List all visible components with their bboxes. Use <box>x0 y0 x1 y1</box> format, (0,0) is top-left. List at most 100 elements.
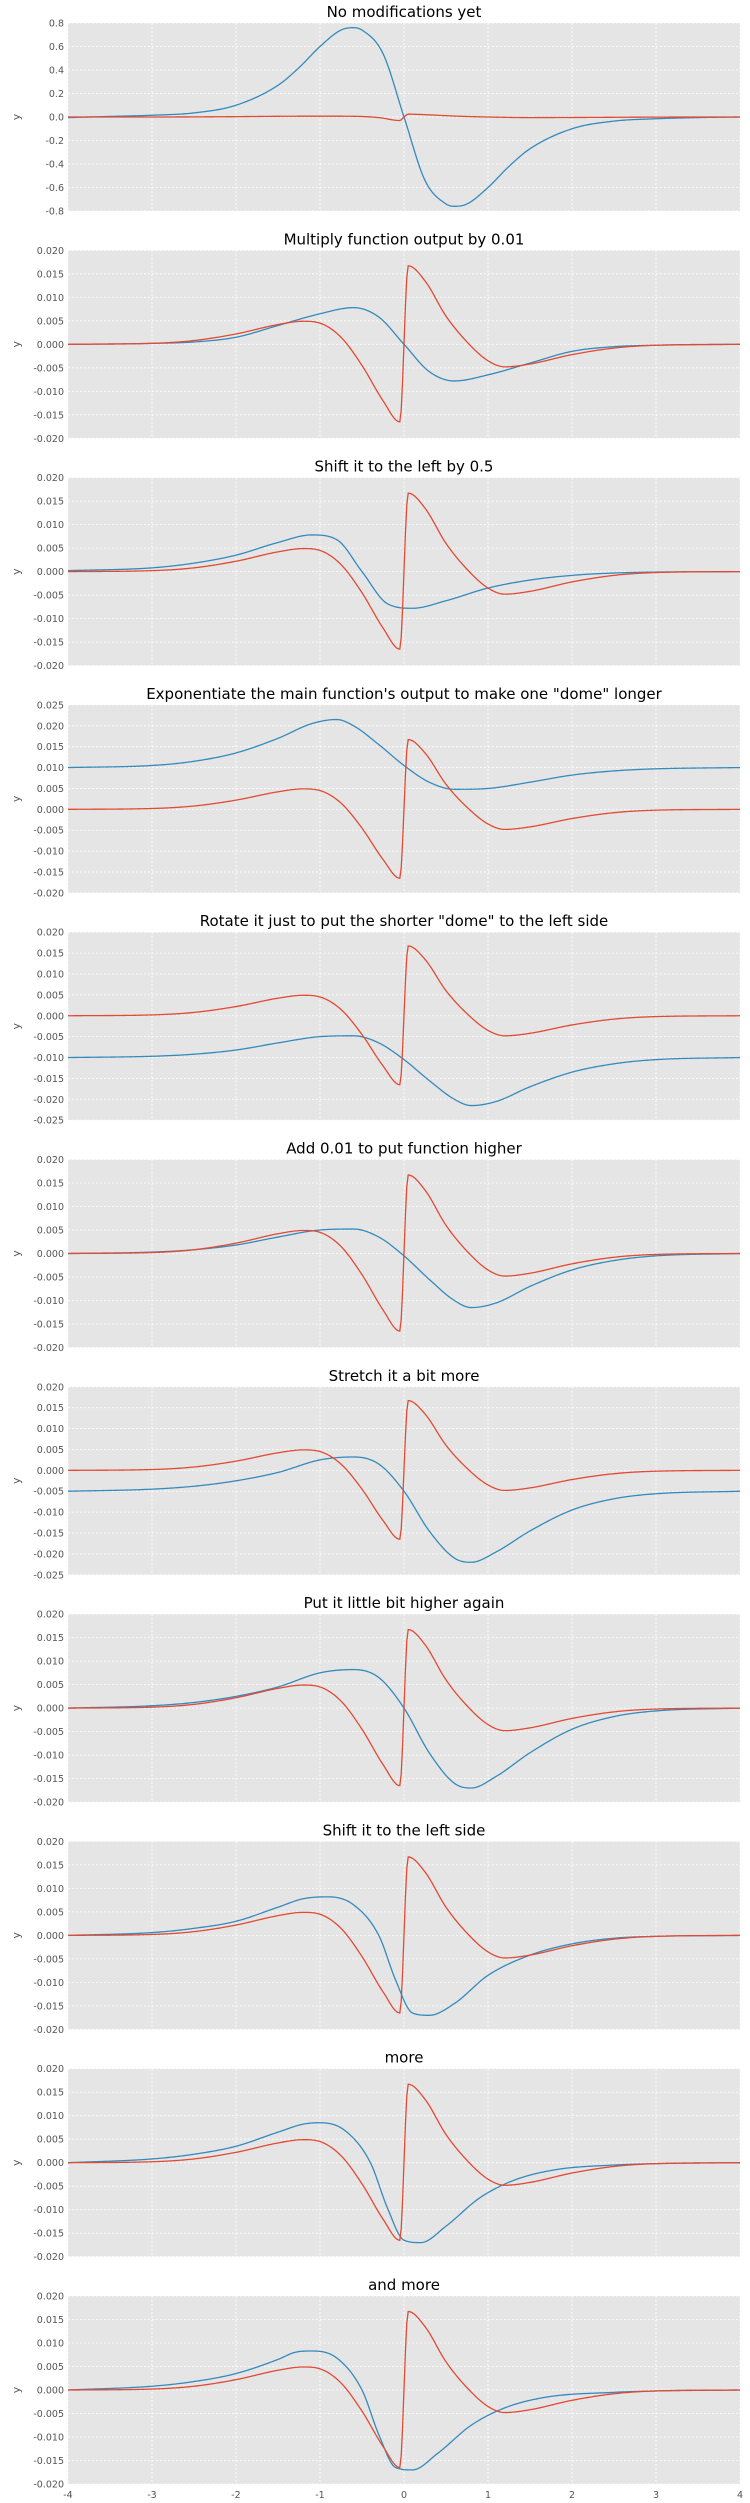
y-axis-label: y <box>10 2386 23 2393</box>
y-tick-label: -0.020 <box>33 2480 64 2491</box>
y-tick-label: 0.6 <box>49 42 64 53</box>
y-tick-label: 0.010 <box>37 1657 64 1668</box>
y-tick-label: 0.000 <box>37 2386 64 2397</box>
chart-title: and more <box>368 2276 440 2294</box>
y-tick-label: -0.010 <box>33 1296 64 1307</box>
y-tick-label: 0.010 <box>37 293 64 304</box>
y-tick-label: 0.020 <box>37 1155 64 1166</box>
y-axis-label: y <box>10 1022 23 1029</box>
blue-series-line <box>68 1035 740 1107</box>
chart-title: Rotate it just to put the shorter "dome"… <box>200 912 609 930</box>
chart-title: Put it little bit higher again <box>304 1594 505 1612</box>
y-tick-label: 0.020 <box>37 2064 64 2075</box>
x-tick-label: 2 <box>569 2490 575 2501</box>
red-series-line <box>68 2083 740 2242</box>
y-tick-label: -0.025 <box>33 1116 64 1127</box>
blue-series-line <box>68 534 740 609</box>
red-series-line <box>68 1628 740 1787</box>
y-tick-label: -0.020 <box>33 661 64 672</box>
chart-title: Multiply function output by 0.01 <box>284 230 525 248</box>
y-axis-label: y <box>10 1932 23 1939</box>
chart-panel-7: -0.025 -0.020 -0.015 -0.010 -0.005 0.000 0.005… <box>10 1367 741 1581</box>
y-axis-label: y <box>10 341 23 348</box>
y-tick-label: -0.005 <box>33 2409 64 2420</box>
y-tick-label: 0.005 <box>37 1680 64 1691</box>
y-tick-label: 0.005 <box>37 784 64 795</box>
y-tick-label: 0.020 <box>37 928 64 939</box>
y-tick-label: -0.020 <box>33 888 64 899</box>
y-tick-label: 0.005 <box>37 1226 64 1237</box>
y-tick-label: 0.8 <box>49 19 64 30</box>
x-tick-label: 3 <box>653 2490 659 2501</box>
red-series-line <box>68 113 740 122</box>
x-tick-label: -2 <box>231 2490 240 2501</box>
y-tick-label: 0.020 <box>37 1382 64 1393</box>
chart-title: Stretch it a bit more <box>329 1367 480 1385</box>
y-tick-label: 0.4 <box>49 66 64 77</box>
red-series-line <box>68 1856 740 2014</box>
y-axis-label: y <box>10 113 23 120</box>
chart-title: Add 0.01 to put function higher <box>286 1140 522 1158</box>
y-tick-label: 0.020 <box>37 721 64 732</box>
y-axis-label: y <box>10 1477 23 1484</box>
y-axis-label: y <box>10 1250 23 1257</box>
y-tick-label: 0.005 <box>37 1907 64 1918</box>
y-tick-label: -0.015 <box>33 410 64 421</box>
red-series-line <box>68 738 740 880</box>
y-axis-label: y <box>10 795 23 802</box>
y-tick-label: -0.6 <box>45 183 64 194</box>
chart-title: No modifications yet <box>327 3 482 21</box>
red-series-line <box>68 1174 740 1332</box>
red-series-line <box>68 265 740 423</box>
y-tick-label: -0.015 <box>33 1774 64 1785</box>
y-tick-label: -0.010 <box>33 2205 64 2216</box>
y-tick-label: -0.015 <box>33 868 64 879</box>
chart-panel-3: -0.020 -0.015 -0.010 -0.005 0.000 0.005 0.010 0… <box>10 458 741 672</box>
y-tick-label: 0.000 <box>37 1704 64 1715</box>
y-tick-label: -0.005 <box>33 1273 64 1284</box>
y-tick-label: -0.005 <box>33 826 64 837</box>
x-tick-label: -3 <box>147 2490 156 2501</box>
y-tick-label: -0.020 <box>33 434 64 445</box>
y-tick-label: 0.015 <box>37 1403 64 1414</box>
chart-title: more <box>385 2049 424 2067</box>
y-tick-label: 0.000 <box>37 1466 64 1477</box>
y-tick-label: -0.010 <box>33 1508 64 1519</box>
chart-panel-11: -0.020 -0.015 -0.010 -0.005 0.000 0.005 0.010 0… <box>10 2276 743 2501</box>
y-tick-label: 0.020 <box>37 473 64 484</box>
y-axis-label: y <box>10 568 23 575</box>
x-tick-label: -1 <box>315 2490 324 2501</box>
y-axis-label: y <box>10 2159 23 2166</box>
y-tick-label: 0.010 <box>37 969 64 980</box>
blue-series-line <box>68 2122 740 2244</box>
y-tick-label: 0.025 <box>37 700 64 711</box>
y-tick-label: -0.005 <box>33 363 64 374</box>
y-tick-label: 0.000 <box>37 340 64 351</box>
y-tick-label: 0.015 <box>37 1179 64 1190</box>
y-tick-label: -0.015 <box>33 2229 64 2240</box>
y-tick-label: -0.005 <box>33 1032 64 1043</box>
y-tick-label: -0.020 <box>33 1095 64 1106</box>
y-tick-label: 0.020 <box>37 1837 64 1848</box>
y-tick-label: -0.020 <box>33 1798 64 1809</box>
y-tick-label: 0.010 <box>37 520 64 531</box>
x-tick-label: 1 <box>485 2490 491 2501</box>
x-tick-label: -4 <box>63 2490 72 2501</box>
y-tick-label: -0.005 <box>33 1487 64 1498</box>
y-tick-label: 0.005 <box>37 1445 64 1456</box>
y-tick-label: -0.005 <box>33 591 64 602</box>
y-tick-label: -0.005 <box>33 1954 64 1965</box>
y-tick-label: 0.020 <box>37 2292 64 2303</box>
x-tick-label: 0 <box>401 2490 407 2501</box>
y-axis-label: y <box>10 1704 23 1711</box>
y-tick-label: -0.025 <box>33 1570 64 1581</box>
chart-panel-10: -0.020 -0.015 -0.010 -0.005 0.000 0.005 0.010 0… <box>10 2049 741 2263</box>
y-tick-label: -0.010 <box>33 614 64 625</box>
y-tick-label: -0.010 <box>33 1053 64 1064</box>
y-tick-label: 0.015 <box>37 2315 64 2326</box>
chart-panel-2: -0.020 -0.015 -0.010 -0.005 0.000 0.005 0.010 0… <box>10 230 741 445</box>
y-tick-label: 0.000 <box>37 805 64 816</box>
y-tick-label: 0.000 <box>37 567 64 578</box>
red-series-line <box>68 945 740 1086</box>
